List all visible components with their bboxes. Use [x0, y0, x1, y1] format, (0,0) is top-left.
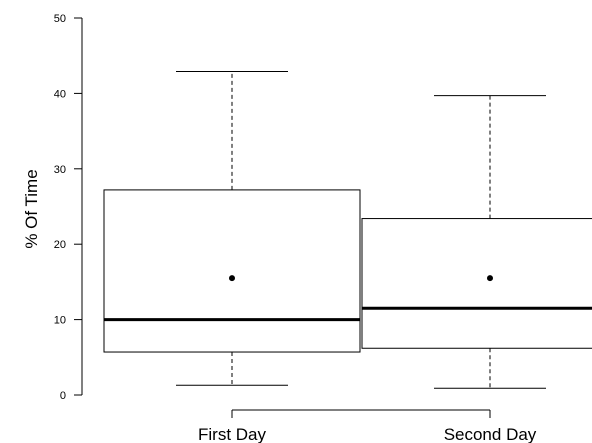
y-tick-label: 0 [60, 390, 66, 402]
y-tick-label: 50 [54, 13, 66, 25]
iqr-box [103, 189, 361, 353]
y-tick-label: 10 [54, 315, 66, 327]
y-axis: 0 10 20 30 40 50 [54, 13, 83, 402]
x-tick-label: First Day [198, 425, 267, 443]
box-first-day [103, 71, 361, 386]
x-tick-label: Second Day [444, 425, 537, 443]
y-tick-label: 30 [54, 164, 66, 176]
box-series [103, 71, 592, 389]
x-axis: First Day Second Day [198, 409, 537, 443]
y-tick-label: 40 [54, 88, 66, 100]
mean-point [487, 275, 493, 282]
box-second-day [361, 95, 592, 389]
mean-point [229, 275, 235, 282]
iqr-box [361, 218, 592, 349]
y-axis-label: % Of Time [22, 169, 41, 248]
y-tick-label: 20 [54, 239, 66, 251]
